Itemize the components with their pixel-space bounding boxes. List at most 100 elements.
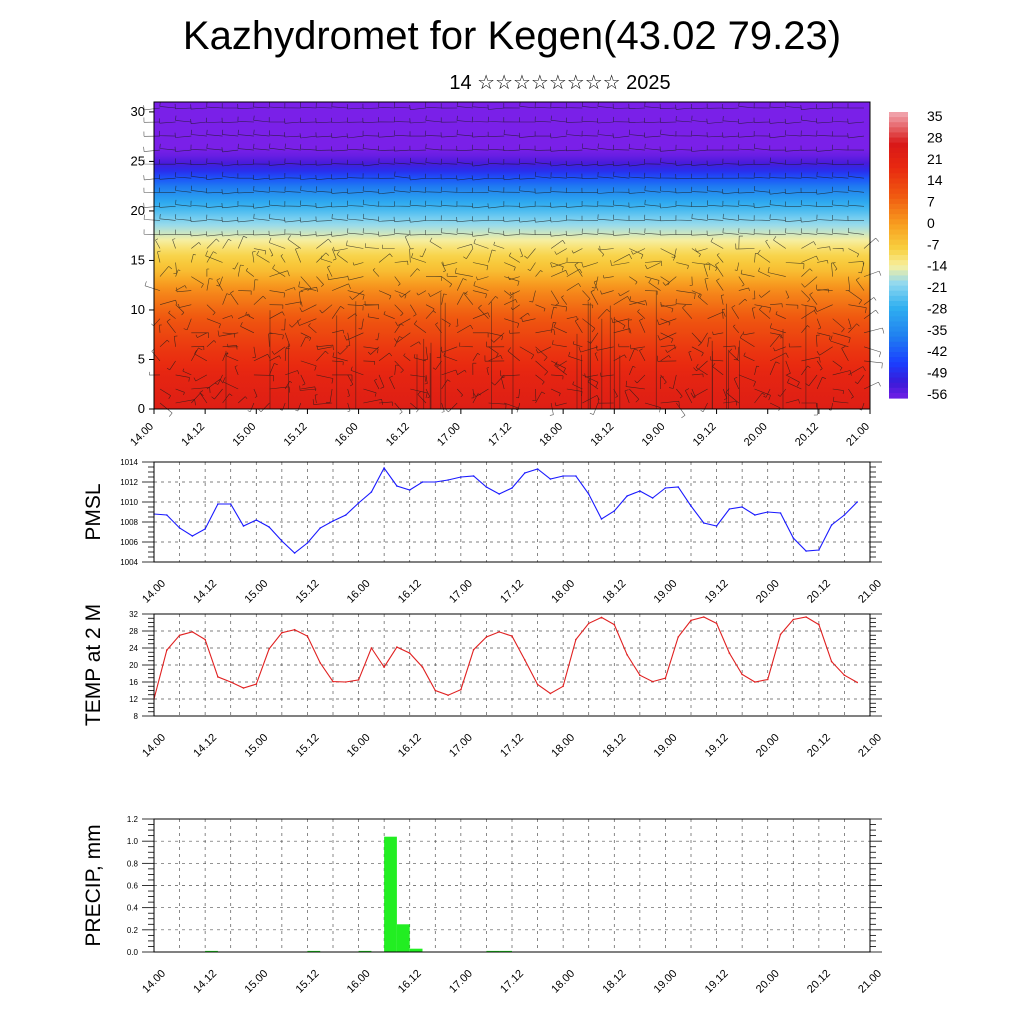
data-point <box>319 662 322 664</box>
data-point <box>536 468 539 470</box>
panel-frame <box>153 818 871 953</box>
data-point <box>651 497 654 499</box>
x-tick-label: 17.12 <box>498 968 526 996</box>
data-point <box>626 654 628 656</box>
y-tick-label: 1008 <box>120 518 138 527</box>
data-point <box>485 486 488 488</box>
data-point <box>396 485 398 487</box>
x-tick-label: 16.00 <box>333 421 361 449</box>
x-tick-label: 16.12 <box>396 968 424 996</box>
data-point <box>191 535 194 537</box>
data-point <box>600 616 603 619</box>
y-tick-label: 1010 <box>120 498 138 507</box>
x-tick-label: 19.00 <box>652 732 680 760</box>
data-point <box>587 622 590 625</box>
data-point <box>447 694 449 696</box>
data-point <box>434 689 437 692</box>
data-point <box>345 681 347 683</box>
precip-bar <box>384 836 397 952</box>
data-point <box>856 681 858 684</box>
data-point <box>562 685 564 688</box>
colorbar: 35 28 21 14 7 0 -7 -14 -21 -28 -35 -42 -49 -56 <box>889 108 947 402</box>
data-point <box>792 537 795 539</box>
x-tick-label: 14.00 <box>140 578 168 606</box>
colorbar-label: 35 <box>927 108 943 124</box>
data-point <box>242 525 245 527</box>
data-point <box>728 652 731 654</box>
x-tick-label: 17.00 <box>447 578 475 606</box>
y-axis-label: TEMP at 2 M <box>82 604 105 726</box>
y-tick-label: 12 <box>129 695 138 704</box>
y-tick-label: 0.6 <box>127 882 139 891</box>
x-tick-label: 17.12 <box>498 578 526 606</box>
y-tick-label: 0 <box>138 401 145 416</box>
x-tick-label: 20.12 <box>805 732 833 760</box>
x-tick-label: 14.12 <box>191 968 219 996</box>
x-tick-label: 16.12 <box>384 421 412 449</box>
y-tick-label: 0.0 <box>127 948 139 957</box>
data-point <box>306 542 309 544</box>
data-point <box>498 631 501 633</box>
data-point <box>575 475 577 477</box>
data-point <box>613 623 616 626</box>
data-point <box>664 677 667 679</box>
x-tick-label: 19.12 <box>703 732 731 760</box>
data-point <box>664 487 667 489</box>
x-tick-label: 16.00 <box>345 578 373 606</box>
x-tick-label: 20.00 <box>754 968 782 996</box>
data-point <box>332 680 334 683</box>
y-tick-label: 32 <box>129 610 138 619</box>
data-point <box>818 549 820 551</box>
data-point <box>396 646 398 648</box>
temp-at-2-m-panel: 8 12 16 20 24 28 32 TEMP at 2 M 14.00 14.12 15.00 1… <box>82 604 884 760</box>
y-tick-label: 20 <box>129 661 138 670</box>
data-point <box>178 634 181 637</box>
x-tick-label: 16.12 <box>396 732 424 760</box>
grid <box>154 614 870 716</box>
x-tick-label: 15.00 <box>242 578 270 606</box>
x-tick-label: 16.12 <box>396 578 424 606</box>
x-tick-label: 15.12 <box>294 732 322 760</box>
y-tick-label: 1004 <box>120 558 138 567</box>
data-point <box>191 631 194 633</box>
panel-frame <box>153 613 871 717</box>
x-tick-label: 19.00 <box>652 578 680 606</box>
colorbar-label: -28 <box>927 300 947 316</box>
chart-title: Kazhydromet for Kegen(43.02 79.23) <box>182 14 842 58</box>
pmsl-panel: 1004 1006 1008 1010 1012 1014 PMSL 14.00 14.12 15… <box>82 458 884 606</box>
x-tick-label: 21.00 <box>856 578 884 606</box>
data-point <box>524 659 526 661</box>
data-point <box>332 520 334 522</box>
x-tick-label: 17.12 <box>486 421 514 449</box>
data-point <box>306 635 309 637</box>
grid <box>154 462 870 562</box>
data-point <box>281 540 283 542</box>
colorbar-label: 0 <box>927 215 935 231</box>
x-tick-label: 17.00 <box>447 732 475 760</box>
x-tick-label: 15.12 <box>294 578 322 606</box>
colorbar-label: -21 <box>927 279 947 295</box>
data-point <box>447 479 449 481</box>
x-tick-label: 20.00 <box>754 578 782 606</box>
y-tick-label: 1012 <box>120 478 138 487</box>
data-point <box>779 512 782 514</box>
colorbar-label: 7 <box>927 194 935 210</box>
data-point <box>485 636 488 638</box>
data-point <box>204 638 206 641</box>
data-point <box>345 514 347 516</box>
x-tick-label: 14.12 <box>191 732 219 760</box>
y-tick-label: 10 <box>131 302 145 317</box>
data-point <box>357 502 360 504</box>
data-point <box>856 501 858 503</box>
data-point <box>166 649 168 651</box>
x-tick-label: 16.00 <box>345 732 373 760</box>
data-point <box>293 628 296 631</box>
x-tick-label: 18.12 <box>600 732 628 760</box>
y-tick-label: 24 <box>129 644 138 653</box>
data-point <box>408 489 411 491</box>
data-point <box>715 525 718 527</box>
y-tick-label: 1006 <box>120 538 138 547</box>
data-point <box>766 511 769 513</box>
x-tick-label: 14.00 <box>140 968 168 996</box>
